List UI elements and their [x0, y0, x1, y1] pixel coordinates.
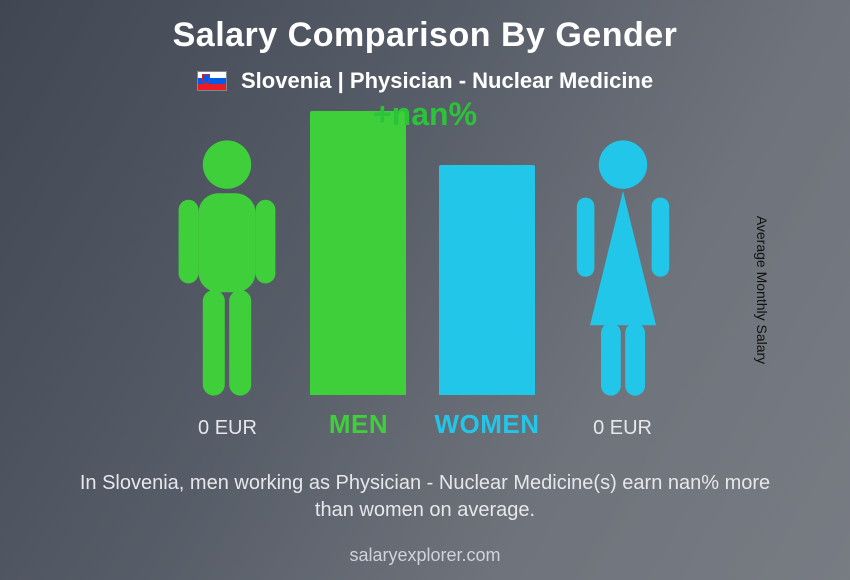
- subtitle-country: Slovenia: [241, 68, 331, 93]
- men-icon-slot: 0 EUR: [172, 133, 282, 440]
- women-category-label: WOMEN: [434, 409, 539, 440]
- women-icon-slot: 0 EUR: [568, 133, 678, 440]
- men-value-label: 0 EUR: [198, 417, 257, 440]
- chart-area: +nan% 0 EUR MEN WOMEN: [70, 110, 780, 440]
- men-category-label: MEN: [329, 409, 388, 440]
- men-bar: [310, 111, 406, 395]
- delta-label: +nan%: [70, 96, 780, 133]
- women-bar: [439, 165, 535, 395]
- infographic-canvas: Salary Comparison By Gender Slovenia | P…: [0, 0, 850, 580]
- subtitle-separator: |: [338, 68, 350, 93]
- summary-text: In Slovenia, men working as Physician - …: [60, 470, 790, 524]
- slovenia-flag-icon: [197, 71, 227, 91]
- source-text: salaryexplorer.com: [0, 545, 850, 566]
- subtitle-row: Slovenia | Physician - Nuclear Medicine: [0, 68, 850, 94]
- women-value-label: 0 EUR: [593, 417, 652, 440]
- subtitle-job: Physician - Nuclear Medicine: [350, 68, 653, 93]
- woman-icon: [568, 133, 678, 403]
- men-bar-slot: MEN: [310, 111, 406, 440]
- page-title: Salary Comparison By Gender: [0, 16, 850, 55]
- women-bar-slot: WOMEN: [434, 165, 539, 440]
- man-icon: [172, 133, 282, 403]
